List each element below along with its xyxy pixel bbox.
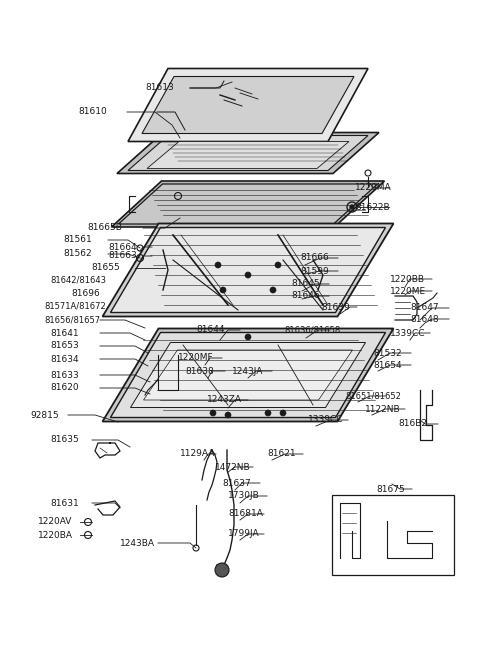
Text: 81561: 81561: [63, 235, 92, 244]
Polygon shape: [117, 133, 379, 173]
Text: 81610: 81610: [78, 108, 107, 116]
Text: 81646: 81646: [291, 292, 320, 300]
Text: 1220MF: 1220MF: [178, 353, 214, 363]
Text: 81599: 81599: [300, 267, 329, 275]
Text: 81613: 81613: [145, 83, 174, 93]
Text: 81631: 81631: [50, 499, 79, 507]
Circle shape: [215, 262, 221, 268]
Polygon shape: [110, 332, 385, 417]
Text: 1799JA: 1799JA: [228, 530, 260, 539]
Text: 1243BA: 1243BA: [120, 539, 155, 547]
Text: 81664: 81664: [108, 242, 137, 252]
Polygon shape: [147, 141, 349, 168]
Text: 81663: 81663: [108, 252, 137, 260]
Text: 81666: 81666: [300, 254, 329, 263]
Text: 1339CC: 1339CC: [308, 415, 344, 424]
Text: 81651/81652: 81651/81652: [345, 392, 401, 401]
Text: 81644: 81644: [196, 325, 225, 334]
Text: 81656/81657: 81656/81657: [44, 315, 100, 325]
Text: 1339CC: 1339CC: [390, 328, 425, 338]
Text: 81532: 81532: [373, 348, 402, 357]
Text: 1220ME: 1220ME: [390, 286, 426, 296]
Circle shape: [220, 287, 226, 293]
Text: 81571A/81672: 81571A/81672: [44, 302, 106, 311]
Text: 81642/81643: 81642/81643: [50, 275, 106, 284]
Text: 81645: 81645: [291, 279, 320, 288]
Polygon shape: [103, 328, 394, 422]
Text: 81665B: 81665B: [87, 223, 122, 233]
Circle shape: [275, 262, 281, 268]
Text: 1730JB: 1730JB: [228, 491, 260, 501]
Polygon shape: [111, 181, 384, 227]
Text: 81635: 81635: [50, 436, 79, 445]
Text: 81647: 81647: [410, 304, 439, 313]
Text: 1122NB: 1122NB: [365, 405, 401, 413]
Circle shape: [215, 563, 229, 577]
Polygon shape: [103, 223, 394, 317]
Text: 81638: 81638: [185, 367, 214, 376]
Text: 1472NB: 1472NB: [215, 463, 251, 472]
Circle shape: [210, 410, 216, 416]
Text: 81633: 81633: [50, 371, 79, 380]
Circle shape: [350, 205, 354, 209]
Text: 81639: 81639: [321, 302, 350, 311]
Circle shape: [245, 272, 251, 278]
Polygon shape: [119, 184, 377, 224]
Polygon shape: [128, 68, 368, 141]
Polygon shape: [142, 76, 354, 133]
Text: 81620: 81620: [50, 384, 79, 392]
Text: 81648: 81648: [410, 315, 439, 323]
Text: 81681A: 81681A: [228, 509, 263, 518]
Text: 92815: 92815: [30, 411, 59, 420]
Text: 81636/81658: 81636/81658: [284, 325, 340, 334]
Text: 81634: 81634: [50, 355, 79, 363]
Circle shape: [280, 410, 286, 416]
Text: 81622B: 81622B: [355, 202, 390, 212]
Text: 81653: 81653: [50, 342, 79, 350]
Text: 81696: 81696: [71, 288, 100, 298]
Circle shape: [245, 334, 251, 340]
Text: 1243JA: 1243JA: [232, 367, 264, 376]
Text: 1220MA: 1220MA: [355, 183, 392, 193]
Text: 81654: 81654: [373, 361, 402, 369]
Text: 81641: 81641: [50, 328, 79, 338]
Polygon shape: [144, 350, 352, 400]
Circle shape: [265, 410, 271, 416]
Circle shape: [270, 287, 276, 293]
Text: 81675: 81675: [376, 484, 405, 493]
Polygon shape: [110, 227, 385, 313]
Text: 81637: 81637: [222, 478, 251, 487]
Circle shape: [225, 412, 231, 418]
Text: 1220AV: 1220AV: [38, 518, 72, 526]
Bar: [332, 495, 454, 575]
Text: 816B2: 816B2: [398, 420, 427, 428]
Polygon shape: [128, 135, 368, 171]
Polygon shape: [131, 342, 365, 407]
Text: 1129AA: 1129AA: [180, 449, 216, 459]
Text: 1220BB: 1220BB: [390, 275, 425, 284]
Text: 81562: 81562: [63, 250, 92, 258]
Text: 1220BA: 1220BA: [38, 530, 73, 539]
Text: 81655: 81655: [91, 263, 120, 273]
Text: 81621: 81621: [267, 449, 296, 459]
Text: 1243ZA: 1243ZA: [207, 396, 242, 405]
